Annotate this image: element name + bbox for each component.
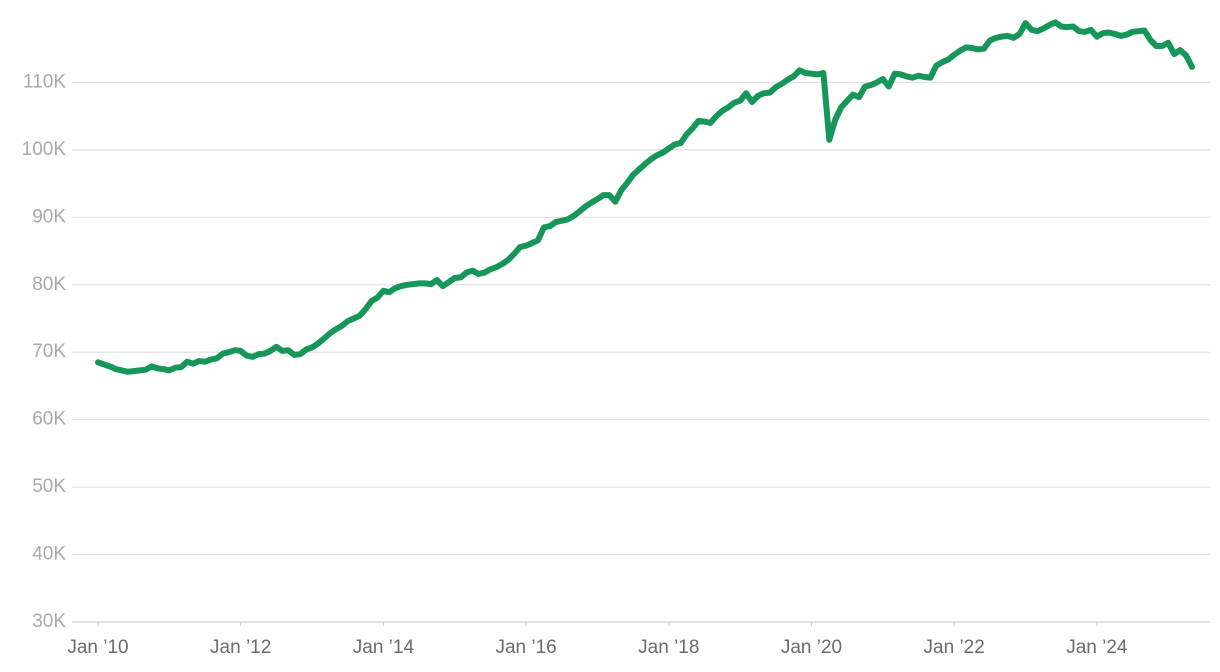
y-tick-label: 90K [32,206,66,227]
y-tick-label: 80K [32,274,66,295]
x-tick-label: Jan ’20 [781,637,842,658]
x-tick-label: Jan ’18 [638,637,699,658]
x-tick-label: Jan ’16 [495,637,556,658]
x-tick-label: Jan ’12 [210,637,271,658]
data-line [95,19,1195,375]
x-tick-label: Jan ’14 [353,637,415,658]
x-tick-label: Jan ’10 [67,637,128,658]
y-tick-label: 30K [32,611,66,632]
y-tick-label: 60K [32,409,66,430]
y-tick-label: 40K [32,544,66,565]
y-tick-label: 50K [32,476,66,497]
y-tick-label: 100K [22,139,67,160]
y-tick-label: 110K [23,71,66,92]
y-tick-label: 70K [32,341,66,362]
x-tick-label: Jan ’24 [1066,637,1128,658]
x-tick-label: Jan ’22 [924,637,985,658]
